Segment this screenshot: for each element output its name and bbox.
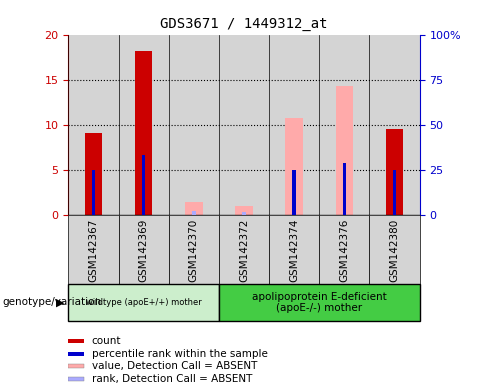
Text: genotype/variation: genotype/variation [2, 297, 102, 308]
Bar [292, 170, 296, 215]
Bar [242, 212, 246, 215]
Text: GSM142376: GSM142376 [339, 218, 349, 282]
Text: GSM142367: GSM142367 [88, 218, 99, 282]
Bar [269, 35, 319, 215]
Text: ▶: ▶ [56, 297, 64, 308]
Text: apolipoprotein E-deficient
(apoE-/-) mother: apolipoprotein E-deficient (apoE-/-) mot… [252, 291, 386, 313]
Bar [219, 35, 269, 215]
Bar [169, 35, 219, 215]
Text: GSM142370: GSM142370 [189, 218, 199, 282]
Text: count: count [92, 336, 121, 346]
Bar [68, 377, 84, 381]
Text: percentile rank within the sample: percentile rank within the sample [92, 349, 267, 359]
Bar [68, 215, 119, 284]
Bar [142, 155, 145, 215]
Text: wildtype (apoE+/+) mother: wildtype (apoE+/+) mother [86, 298, 202, 307]
Bar [84, 133, 102, 215]
Bar [343, 163, 346, 215]
Bar [219, 284, 420, 321]
Bar [319, 215, 369, 284]
Bar [68, 35, 119, 215]
Bar [219, 215, 269, 284]
Bar [119, 215, 169, 284]
Text: rank, Detection Call = ABSENT: rank, Detection Call = ABSENT [92, 374, 252, 384]
Bar [369, 35, 420, 215]
Text: GSM142372: GSM142372 [239, 218, 249, 282]
Bar [68, 364, 84, 368]
Text: GSM142369: GSM142369 [139, 218, 149, 282]
Bar [169, 215, 219, 284]
Bar [336, 86, 353, 215]
Bar [386, 129, 404, 215]
Bar [285, 119, 303, 215]
Bar [68, 352, 84, 356]
Bar [235, 206, 253, 215]
Bar [269, 215, 319, 284]
Bar [92, 170, 95, 215]
Text: GSM142374: GSM142374 [289, 218, 299, 282]
Title: GDS3671 / 1449312_at: GDS3671 / 1449312_at [160, 17, 328, 31]
Bar [369, 215, 420, 284]
Bar [68, 284, 219, 321]
Bar [393, 170, 396, 215]
Bar [135, 51, 152, 215]
Bar [192, 212, 196, 215]
Bar [185, 202, 203, 215]
Text: GSM142380: GSM142380 [389, 218, 400, 282]
Text: value, Detection Call = ABSENT: value, Detection Call = ABSENT [92, 361, 257, 371]
Bar [119, 35, 169, 215]
Bar [68, 339, 84, 343]
Bar [319, 35, 369, 215]
